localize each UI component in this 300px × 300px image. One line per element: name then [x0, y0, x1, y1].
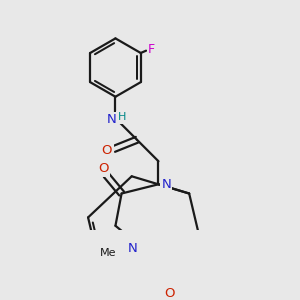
Text: F: F	[148, 43, 155, 56]
Text: O: O	[98, 162, 108, 176]
Text: N: N	[161, 178, 171, 191]
Text: N: N	[107, 113, 116, 126]
Text: Me: Me	[100, 248, 116, 258]
Text: H: H	[117, 112, 126, 122]
Text: O: O	[102, 144, 112, 157]
Text: N: N	[128, 242, 137, 255]
Text: O: O	[164, 287, 174, 300]
